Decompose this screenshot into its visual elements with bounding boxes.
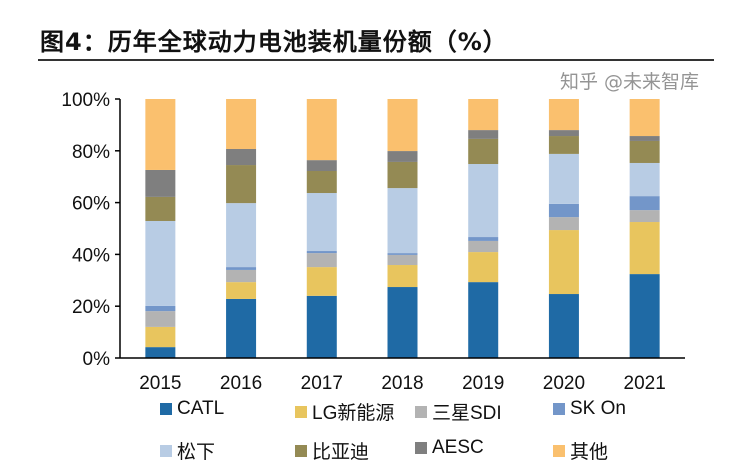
bar-segment-2017-3 [306, 251, 337, 254]
bar-segment-2016-3 [226, 267, 257, 270]
bar-segment-2019-4 [468, 164, 499, 238]
bar-segment-2021-6 [629, 136, 660, 141]
bar-segment-2018-7 [387, 99, 418, 152]
chart-title: 图4：历年全球动力电池装机量份额（%） [40, 28, 508, 56]
bar-segment-2016-0 [226, 298, 257, 358]
bar-segment-2015-1 [145, 326, 176, 348]
bar-segment-2015-3 [145, 305, 176, 312]
bar-segment-2017-1 [306, 267, 337, 296]
y-tick-label: 0% [83, 349, 111, 370]
bar-segment-2020-1 [548, 230, 579, 295]
y-tick-label: 20% [72, 297, 110, 318]
title-divider [38, 59, 714, 61]
bar-segment-2016-1 [226, 282, 257, 299]
bar-segment-2021-4 [629, 162, 660, 197]
bar-segment-2020-6 [548, 130, 579, 137]
bar-segment-2016-2 [226, 269, 257, 283]
bar-segment-2015-5 [145, 196, 176, 221]
bar-segment-2016-4 [226, 203, 257, 268]
y-tick-label: 40% [72, 245, 110, 266]
bar-segment-2017-6 [306, 160, 337, 172]
legend-label: 松下 [177, 442, 216, 463]
legend-label: 比亚迪 [312, 442, 370, 463]
bar-segment-2021-0 [629, 274, 660, 358]
bar-segment-2018-6 [387, 151, 418, 162]
legend-item: LG新能源 [295, 398, 394, 425]
bar-segment-2018-4 [387, 188, 418, 254]
bar-segment-2018-3 [387, 253, 418, 255]
legend-swatch [553, 403, 565, 415]
bar-segment-2019-1 [468, 252, 499, 283]
x-tick-label: 2018 [381, 373, 423, 394]
bar-segment-2016-7 [226, 99, 257, 149]
legend-item: 比亚迪 [295, 437, 369, 464]
legend-label: 三星SDI [432, 403, 502, 424]
bar-segment-2021-5 [629, 140, 660, 163]
bar-segment-2019-0 [468, 282, 499, 358]
watermark: 知乎 @未来智库 [560, 71, 700, 93]
bar-segment-2021-1 [629, 222, 660, 275]
bar-segment-2015-4 [145, 220, 176, 306]
bar-segment-2015-2 [145, 311, 176, 327]
x-tick-label: 2015 [139, 373, 181, 394]
legend-swatch [160, 444, 172, 457]
legend-item: SK On [553, 398, 626, 420]
x-tick-label: 2016 [220, 373, 262, 394]
bar-segment-2019-3 [468, 237, 499, 241]
y-tick-label: 80% [72, 142, 110, 163]
bar-segment-2020-5 [548, 136, 579, 154]
bar-segment-2019-6 [468, 130, 499, 139]
legend-item: CATL [160, 398, 224, 420]
legend-swatch [415, 442, 427, 454]
bar-segment-2015-6 [145, 169, 176, 197]
legend-label: CATL [177, 398, 225, 419]
legend-swatch [160, 403, 172, 415]
bar-segment-2021-2 [629, 210, 660, 223]
bar-segment-2021-7 [629, 99, 660, 137]
legend-label: 其他 [570, 442, 609, 463]
legend-swatch [415, 405, 427, 418]
bar-segment-2020-4 [548, 153, 579, 204]
bar-segment-2018-2 [387, 254, 418, 266]
legend-label: LG新能源 [312, 403, 395, 424]
legend-swatch [553, 444, 565, 457]
legend-item: 其他 [553, 437, 608, 464]
bar-segment-2018-1 [387, 265, 418, 288]
x-tick-label: 2020 [543, 373, 585, 394]
bar-segment-2020-0 [548, 294, 579, 358]
y-tick-label: 60% [72, 194, 110, 215]
legend-swatch [295, 444, 307, 457]
legend-item: 三星SDI [415, 398, 502, 425]
bar-segment-2018-0 [387, 287, 418, 358]
bar-segment-2019-7 [468, 99, 499, 131]
bar-segment-2017-0 [306, 295, 337, 358]
bar-segment-2017-2 [306, 253, 337, 268]
bar-segment-2018-5 [387, 161, 418, 189]
bar-segment-2016-5 [226, 165, 257, 204]
legend-item: 松下 [160, 437, 215, 464]
bar-segment-2019-5 [468, 138, 499, 165]
bar-segment-2015-0 [145, 347, 176, 358]
legend-label: AESC [432, 437, 484, 458]
bar-segment-2021-3 [629, 196, 660, 211]
y-tick-label: 100% [61, 90, 110, 111]
bar-segment-2020-7 [548, 99, 579, 131]
bar-segment-2017-7 [306, 99, 337, 161]
x-tick-label: 2021 [624, 373, 666, 394]
legend-item: AESC [415, 437, 484, 459]
bar-segment-2020-2 [548, 217, 579, 231]
x-tick-label: 2017 [301, 373, 343, 394]
bar-segment-2017-5 [306, 171, 337, 194]
legend-label: SK On [570, 398, 626, 419]
legend-swatch [295, 405, 307, 418]
bar-segment-2020-3 [548, 203, 579, 218]
x-tick-label: 2019 [462, 373, 504, 394]
bar-segment-2019-2 [468, 240, 499, 253]
bar-segment-2017-4 [306, 193, 337, 252]
bar-segment-2015-7 [145, 99, 176, 170]
bar-segment-2016-6 [226, 148, 257, 166]
